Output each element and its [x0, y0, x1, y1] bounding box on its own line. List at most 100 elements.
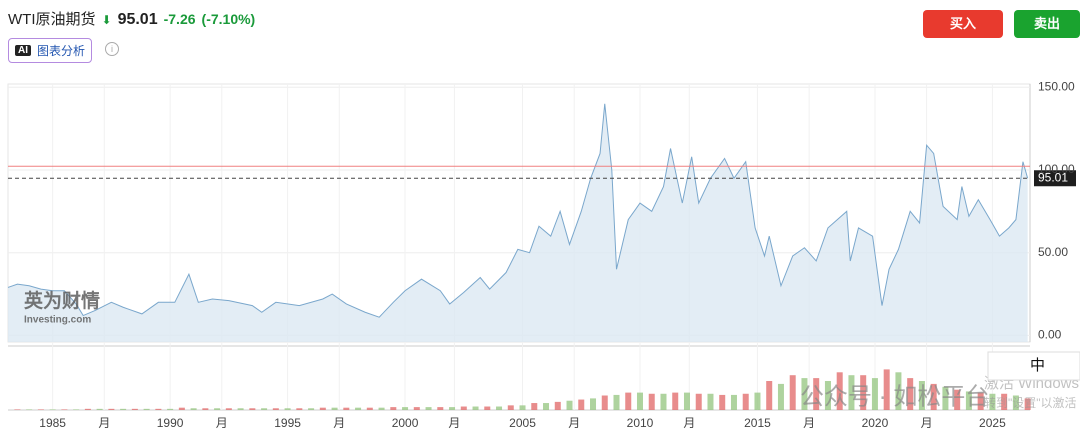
- volume-bar: [37, 409, 44, 410]
- volume-bar: [613, 394, 620, 410]
- volume-bar: [1024, 398, 1031, 410]
- volume-bar: [918, 381, 925, 410]
- volume-bar: [989, 393, 996, 410]
- volume-bar: [660, 393, 667, 410]
- ai-badge: AI: [15, 45, 31, 56]
- watermark-brand: 英为财情: [24, 289, 100, 312]
- y-tick-label: 0.00: [1038, 328, 1062, 342]
- volume-bar: [801, 378, 808, 410]
- change: -7.26: [163, 11, 196, 27]
- x-tick-label: 2000: [392, 416, 419, 430]
- last-price-label: 95.01: [1038, 170, 1068, 184]
- watermark-brand-sub: Investing.com: [24, 315, 91, 326]
- volume-bar: [907, 378, 914, 410]
- watermark-wechat: 公众号 · 如松平台: [800, 383, 989, 410]
- volume-bar: [836, 372, 843, 410]
- volume-bar: [860, 375, 867, 410]
- volume-bar: [1001, 393, 1008, 410]
- volume-bar: [131, 408, 138, 410]
- volume-bar: [390, 407, 397, 410]
- volume-bar: [214, 408, 221, 410]
- volume-bar: [730, 394, 737, 410]
- price-area: [8, 103, 1028, 342]
- volume-bar: [601, 395, 608, 410]
- volume-bar: [296, 408, 303, 410]
- volume-bar: [366, 407, 373, 410]
- volume-bar: [930, 383, 937, 410]
- ai-label: 图表分析: [37, 44, 86, 58]
- volume-bar: [178, 407, 185, 410]
- volume-bar: [355, 407, 362, 410]
- volume-bar: [742, 393, 749, 410]
- x-tick-label: 月: [568, 416, 580, 430]
- x-tick-label: 月: [448, 416, 460, 430]
- volume-bar: [14, 409, 21, 410]
- volume-bar: [578, 399, 585, 410]
- volume-bar: [402, 407, 409, 410]
- volume-bar: [484, 406, 491, 410]
- volume-bar: [777, 383, 784, 410]
- volume-bar: [625, 392, 632, 410]
- x-tick-label: 2005: [509, 416, 536, 430]
- volume-bar: [977, 392, 984, 410]
- volume-bar: [707, 393, 714, 410]
- x-tick-label: 月: [216, 416, 228, 430]
- volume-bar: [848, 375, 855, 410]
- ime-bar[interactable]: [987, 351, 1080, 381]
- volume-bar: [1012, 395, 1019, 410]
- volume-bar: [449, 407, 456, 410]
- change-pct: (-7.10%): [201, 11, 256, 27]
- volume-bar: [672, 392, 679, 410]
- volume-bar: [636, 392, 643, 410]
- volume-bar: [120, 408, 127, 410]
- price-line: [7, 103, 1029, 318]
- volume-bar: [871, 378, 878, 410]
- volume-bar: [566, 400, 573, 410]
- x-tick-label: 月: [803, 416, 815, 430]
- volume-bar: [472, 406, 479, 410]
- volume-bar: [190, 408, 197, 410]
- last-price-box: [1034, 170, 1076, 187]
- volume-bar: [507, 405, 514, 410]
- volume-bar: [343, 407, 350, 410]
- volume-bar: [531, 403, 538, 410]
- volume-bar: [167, 408, 174, 410]
- x-tick-label: 2020: [862, 416, 889, 430]
- volume-bar: [26, 409, 33, 410]
- watermark-windows-sub: 转到"设置"以激活: [984, 395, 1077, 410]
- x-tick-label: 2025: [979, 416, 1006, 430]
- volume-bar: [824, 381, 831, 410]
- x-tick-label: 1995: [274, 416, 301, 430]
- price: 95.01: [117, 11, 158, 28]
- volume-bar: [942, 386, 949, 410]
- y-tick-label: 50.00: [1038, 245, 1068, 259]
- volume-bar: [237, 408, 244, 410]
- volume-bar: [425, 407, 432, 410]
- x-tick-label: 1990: [157, 416, 184, 430]
- volume-bar: [754, 392, 761, 410]
- info-icon[interactable]: i: [105, 42, 119, 56]
- volume-bar: [378, 407, 385, 410]
- volume-bar: [319, 407, 326, 410]
- sell-button[interactable]: 卖出: [1014, 10, 1080, 38]
- volume-bar: [272, 408, 279, 410]
- volume-bar: [766, 381, 773, 410]
- buy-button[interactable]: 买入: [923, 10, 1003, 38]
- volume-bar: [813, 378, 820, 410]
- x-tick-label: 月: [683, 416, 695, 430]
- volume-bar: [719, 394, 726, 410]
- volume-bar: [61, 409, 68, 410]
- x-tick-label: 1985: [39, 416, 66, 430]
- ai-button[interactable]: AI 图表分析: [8, 38, 93, 63]
- x-tick-label: 月: [98, 416, 110, 430]
- volume-bar: [108, 408, 115, 410]
- volume-bar: [225, 408, 232, 410]
- volume-bar: [155, 408, 162, 410]
- volume-bar: [554, 401, 561, 410]
- ime-mode: 中: [1030, 357, 1045, 374]
- x-tick-label: 2015: [744, 416, 771, 430]
- volume-bar: [895, 372, 902, 410]
- volume-bar: [308, 408, 315, 410]
- volume-bar: [96, 408, 103, 410]
